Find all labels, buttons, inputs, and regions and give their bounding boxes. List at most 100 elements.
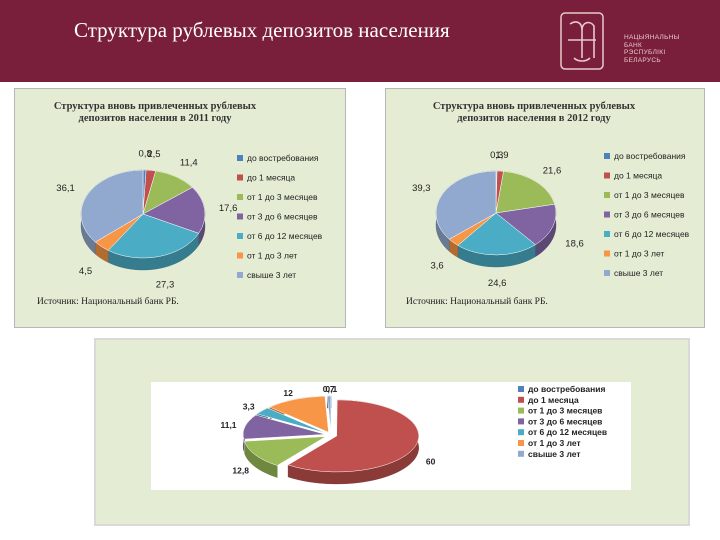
legend-label: от 1 до 3 месяцев bbox=[614, 190, 685, 200]
pie-slice bbox=[80, 169, 144, 243]
logo-text-line: БАНК bbox=[624, 41, 643, 49]
legend-label: до 1 месяца bbox=[528, 395, 579, 405]
source-note-2012: Источник: Национальный банк РБ. bbox=[406, 297, 548, 307]
chart-legend: до востребования до 1 месяца от 1 до 3 мес… bbox=[237, 153, 323, 280]
legend-label: от 6 до 12 месяцев bbox=[614, 229, 690, 239]
data-label: 21,6 bbox=[543, 165, 562, 176]
legend-label: от 1 до 3 месяцев bbox=[247, 192, 318, 202]
legend-label: от 3 до 6 месяцев bbox=[528, 416, 602, 426]
legend-label: до востребования bbox=[614, 151, 686, 161]
legend-swatch bbox=[518, 450, 524, 457]
legend-label: от 6 до 12 месяцев bbox=[528, 427, 607, 437]
data-label: 1,9 bbox=[495, 150, 508, 161]
chart-panel-2012: Структура вновь привлеченных рублевых де… bbox=[385, 88, 705, 328]
pie-slice bbox=[107, 213, 200, 259]
legend-label: от 1 до 3 месяцев bbox=[528, 406, 602, 416]
legend-swatch bbox=[518, 407, 524, 414]
data-label: 11,4 bbox=[180, 158, 198, 169]
legend-label: до востребования bbox=[528, 384, 605, 394]
logo-text-line: РЭСПУБЛІКІ bbox=[624, 49, 666, 56]
legend-label: от 6 до 12 месяцев bbox=[247, 231, 323, 241]
pie-chart-2012: 0,31,9 21,6 18,6 24,6 3,6 39,3 до востребовани… bbox=[412, 150, 690, 289]
logo-text-line: НАЦЫЯНАЛЬНЫ bbox=[624, 34, 680, 41]
data-label: 27,3 bbox=[156, 280, 175, 291]
data-label: 24,6 bbox=[488, 278, 507, 289]
legend-swatch bbox=[604, 153, 610, 159]
chart-title-line: депозитов населения в 2012 году bbox=[457, 113, 611, 124]
chart-title-2011: Структура вновь привлеченных рублевых де… bbox=[35, 101, 275, 125]
legend-swatch bbox=[604, 270, 610, 276]
legend-swatch bbox=[518, 386, 524, 392]
slide-header: Структура рублевых депозитов населения Н… bbox=[0, 0, 720, 82]
chart-title-line: Структура вновь привлеченных рублевых bbox=[432, 101, 636, 112]
legend-label: до 1 месяца bbox=[614, 171, 662, 181]
legend-label: свыше 3 лет bbox=[614, 268, 663, 278]
legend-swatch bbox=[237, 174, 243, 181]
data-label: 3,3 bbox=[243, 401, 255, 411]
pie-slice bbox=[244, 436, 326, 466]
legend-swatch bbox=[604, 192, 610, 198]
data-label: 0,8 bbox=[139, 148, 152, 159]
legend-swatch bbox=[237, 194, 243, 200]
data-label: 17,6 bbox=[219, 203, 238, 214]
data-label: 4,5 bbox=[79, 266, 92, 277]
data-label: 0,3 bbox=[490, 150, 503, 161]
legend-label: от 3 до 6 месяцев bbox=[614, 210, 685, 220]
pie-slices bbox=[80, 169, 206, 271]
pie-slices bbox=[242, 395, 419, 485]
chart-legend: до востребования до 1 месяца от 1 до 3 мес… bbox=[604, 151, 690, 278]
pie-slice bbox=[495, 203, 557, 245]
pie-slice bbox=[457, 212, 536, 256]
pie-slices bbox=[435, 170, 557, 268]
legend-label: от 3 до 6 месяцев bbox=[247, 212, 318, 222]
data-label: 39,3 bbox=[412, 183, 431, 194]
bank-logo-icon bbox=[560, 12, 604, 70]
legend-swatch bbox=[604, 250, 610, 257]
legend-swatch bbox=[237, 213, 243, 220]
pie-chart-2011: 0,82,5 11,4 17,6 27,3 4,5 36,1 до востребовани… bbox=[56, 148, 323, 291]
legend-swatch bbox=[604, 211, 610, 218]
data-label: 18,6 bbox=[565, 238, 584, 249]
legend-swatch bbox=[518, 429, 524, 436]
data-label: 11,1 bbox=[220, 420, 236, 430]
data-label: 12 bbox=[283, 388, 293, 398]
data-label: 12,8 bbox=[232, 465, 249, 475]
pie-slice bbox=[287, 399, 419, 473]
legend-label: до востребования bbox=[247, 153, 319, 163]
legend-swatch bbox=[604, 231, 610, 237]
legend-swatch bbox=[237, 233, 243, 239]
legend-label: свыше 3 лет bbox=[528, 449, 581, 459]
pie-slice bbox=[256, 407, 327, 434]
pie-slice bbox=[269, 396, 329, 433]
legend-label: от 1 до 3 лет bbox=[614, 249, 664, 259]
legend-label: свыше 3 лет bbox=[247, 270, 296, 280]
pie-slice bbox=[495, 171, 556, 214]
data-label: 36,1 bbox=[56, 183, 75, 194]
legend-swatch bbox=[237, 252, 243, 259]
legend-swatch bbox=[237, 272, 243, 278]
data-label: 3,6 bbox=[430, 261, 443, 272]
legend-label: от 1 до 3 лет bbox=[528, 438, 581, 448]
pie-slice bbox=[142, 187, 206, 234]
legend-label: от 1 до 3 лет bbox=[247, 251, 297, 261]
pie-chart-bottom: 0,1 60 12,8 11,1 3,3 12 0,7 до востребованиядо … bbox=[220, 384, 607, 485]
chart-title-line: Структура вновь привлеченных рублевых bbox=[53, 101, 257, 112]
legend-swatch bbox=[604, 172, 610, 179]
legend-label: до 1 месяца bbox=[247, 173, 295, 183]
legend-swatch bbox=[518, 440, 524, 446]
source-note-2011: Источник: Национальный банк РБ. bbox=[37, 297, 179, 307]
chart-title-2012: Структура вновь привлеченных рублевых де… bbox=[414, 101, 654, 125]
legend-swatch bbox=[518, 396, 524, 403]
chart-title-line: депозитов населения в 2011 году bbox=[78, 113, 232, 124]
legend-swatch bbox=[237, 155, 243, 161]
data-label: 0,1 bbox=[325, 384, 337, 394]
pie-slice bbox=[326, 395, 332, 433]
data-label: 0,7 bbox=[323, 384, 335, 394]
pie-slice bbox=[242, 414, 326, 440]
chart-panel-bottom: 0,1 60 12,8 11,1 3,3 12 0,7 до востребования до … bbox=[94, 338, 690, 526]
data-label: 60 bbox=[426, 457, 436, 467]
data-label: 2,5 bbox=[147, 149, 160, 160]
logo-text-line: БЕЛАРУСЬ bbox=[624, 56, 661, 64]
pie-slice bbox=[435, 170, 497, 240]
